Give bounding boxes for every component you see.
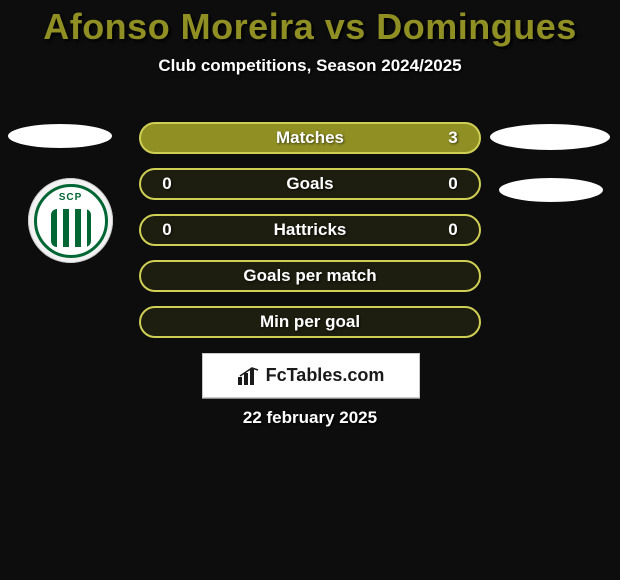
stat-bars: Matches3 0Goals0 0Hattricks0 Goals per matc… bbox=[139, 122, 481, 352]
fctables-label: FcTables.com bbox=[266, 365, 385, 386]
stat-label: Min per goal bbox=[141, 312, 479, 332]
stat-bar: Goals per match bbox=[139, 260, 481, 292]
stat-bar: 0Hattricks0 bbox=[139, 214, 481, 246]
stat-label: Matches bbox=[141, 128, 479, 148]
club-badge-abbr: SCP bbox=[59, 192, 83, 203]
club-badge-inner: SCP bbox=[34, 184, 108, 258]
stat-bar: Min per goal bbox=[139, 306, 481, 338]
decorative-ellipse bbox=[8, 124, 112, 148]
stat-label: Goals per match bbox=[141, 266, 479, 286]
stat-label: Hattricks bbox=[141, 220, 479, 240]
club-badge: SCP bbox=[28, 178, 113, 263]
fctables-badge[interactable]: FcTables.com bbox=[202, 353, 420, 398]
bars-icon bbox=[238, 367, 260, 385]
decorative-ellipse bbox=[490, 124, 610, 150]
stat-bar: Matches3 bbox=[139, 122, 481, 154]
subtitle: Club competitions, Season 2024/2025 bbox=[0, 56, 620, 76]
date-label: 22 february 2025 bbox=[0, 408, 620, 428]
stat-label: Goals bbox=[141, 174, 479, 194]
decorative-ellipse bbox=[499, 178, 603, 202]
club-badge-stripes bbox=[51, 209, 91, 247]
page-title: Afonso Moreira vs Domingues bbox=[0, 0, 620, 48]
stat-bar: 0Goals0 bbox=[139, 168, 481, 200]
comparison-card: Afonso Moreira vs Domingues Club competi… bbox=[0, 0, 620, 580]
